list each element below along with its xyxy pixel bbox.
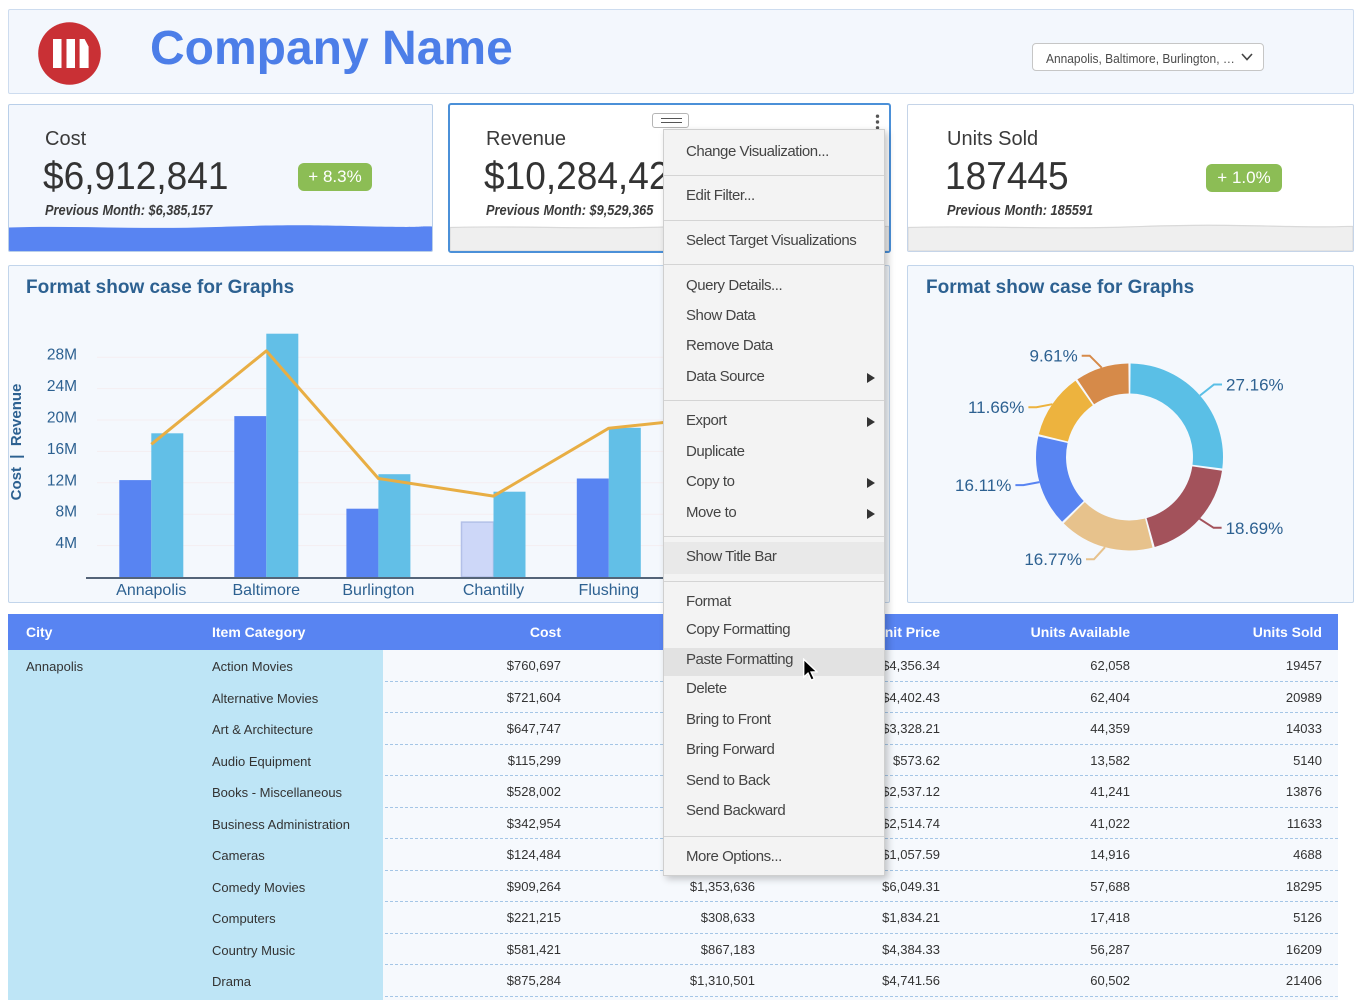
svg-text:8M: 8M xyxy=(55,504,77,521)
svg-text:16M: 16M xyxy=(47,441,77,458)
svg-text:16.77%: 16.77% xyxy=(1024,550,1082,569)
svg-text:Flushing: Flushing xyxy=(579,582,639,599)
svg-text:9.61%: 9.61% xyxy=(1029,347,1077,366)
svg-text:20M: 20M xyxy=(47,410,77,427)
svg-text:Cost | Revenue: Cost | Revenue xyxy=(9,384,25,501)
svg-text:Annapolis: Annapolis xyxy=(116,582,186,599)
svg-text:11.66%: 11.66% xyxy=(968,398,1024,417)
svg-text:18.69%: 18.69% xyxy=(1226,519,1284,538)
svg-text:12M: 12M xyxy=(47,472,77,489)
svg-text:Chantilly: Chantilly xyxy=(463,582,524,599)
svg-text:Baltimore: Baltimore xyxy=(233,582,301,599)
svg-text:28M: 28M xyxy=(47,347,77,364)
svg-text:4M: 4M xyxy=(55,535,77,552)
svg-text:27.16%: 27.16% xyxy=(1226,376,1284,395)
svg-text:24M: 24M xyxy=(47,378,77,395)
svg-text:Burlington: Burlington xyxy=(342,582,414,599)
svg-text:16.11%: 16.11% xyxy=(955,476,1011,495)
